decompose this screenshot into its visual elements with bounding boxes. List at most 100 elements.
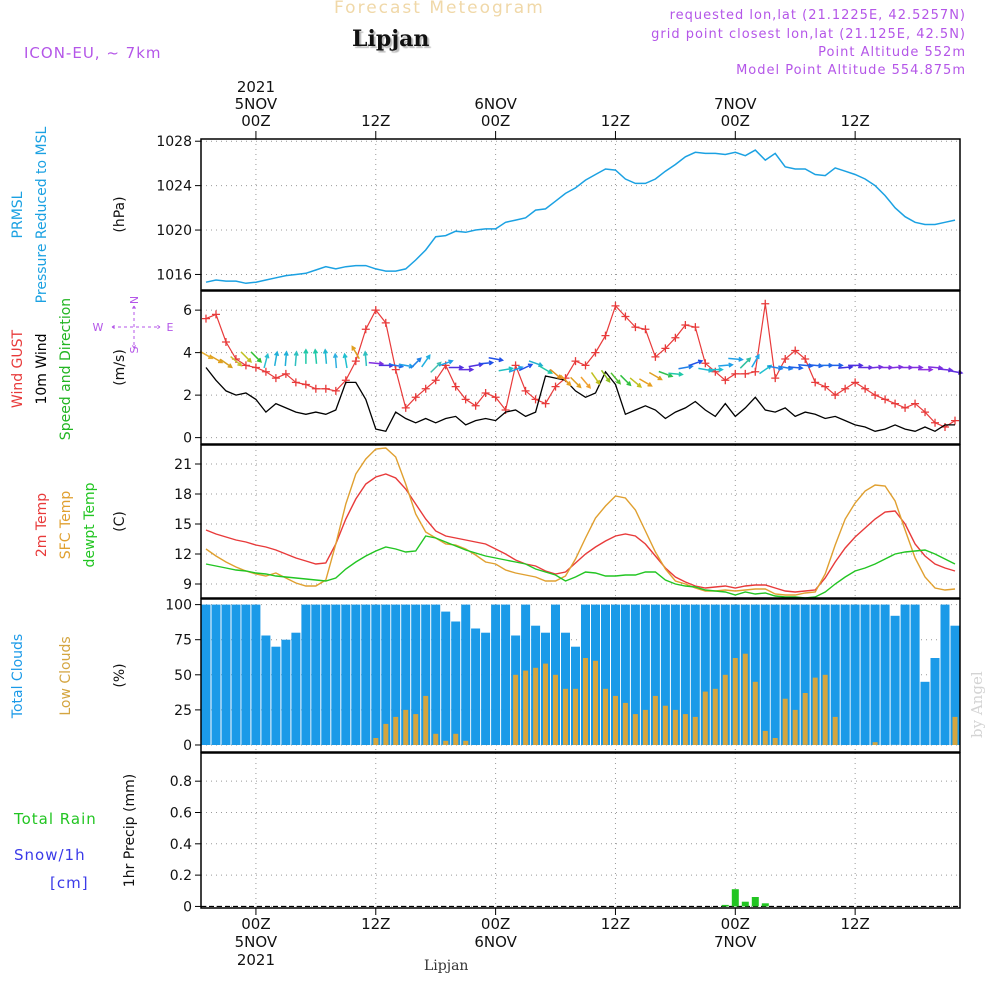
wind-direction-arrow bbox=[518, 363, 534, 372]
gust-marker bbox=[421, 384, 430, 393]
wind-direction-arrow bbox=[438, 359, 454, 367]
y-tick-label: 1024 bbox=[156, 179, 192, 195]
y-tick-label: 0.4 bbox=[170, 837, 192, 853]
gust-marker bbox=[261, 367, 270, 376]
total-cloud-bar bbox=[441, 611, 451, 745]
total-cloud-bar bbox=[670, 604, 680, 745]
wind-speed-line bbox=[205, 367, 955, 433]
bottom-axis-label: 12Z bbox=[361, 915, 390, 933]
wind-direction-arrow bbox=[610, 372, 622, 385]
gust-line bbox=[205, 303, 956, 428]
wind-direction-arrow bbox=[658, 370, 674, 378]
wind-direction-arrow bbox=[303, 348, 309, 364]
rain-bar bbox=[721, 904, 729, 907]
top-axis-label: 12Z bbox=[361, 112, 390, 130]
total-cloud-bar bbox=[770, 604, 780, 745]
watermark: by Angel bbox=[968, 671, 986, 738]
panel-2-frame bbox=[200, 290, 961, 445]
wind-direction-arrow bbox=[560, 374, 572, 387]
total-cloud-bar bbox=[481, 632, 491, 745]
total-cloud-bar bbox=[461, 604, 471, 745]
panel2-label-gust: Wind GUST bbox=[10, 329, 26, 408]
panel5-label-rain: Total Rain bbox=[13, 810, 97, 828]
total-cloud-bar bbox=[910, 604, 920, 745]
wind-direction-arrow bbox=[648, 371, 663, 381]
gust-marker bbox=[651, 352, 660, 361]
panel5-label-snow: Snow/1h bbox=[14, 846, 86, 864]
total-cloud-bar bbox=[231, 604, 241, 745]
bottom-axis-label: 6NOV bbox=[474, 933, 517, 951]
gust-marker bbox=[551, 382, 560, 391]
model-label: ICON-EU, ~ 7km bbox=[24, 44, 162, 62]
total-cloud-bar bbox=[501, 604, 511, 745]
gust-marker bbox=[241, 361, 250, 370]
low-cloud-bar bbox=[772, 738, 778, 745]
y-axis-label: (%) bbox=[112, 663, 128, 687]
gust-marker bbox=[821, 382, 830, 391]
gust-marker bbox=[641, 325, 650, 334]
y-tick-label: 6 bbox=[183, 303, 192, 319]
y-axis-label: (C) bbox=[112, 511, 128, 532]
wind-direction-arrow bbox=[458, 367, 475, 373]
y-axis-label: 1hr Precip (mm) bbox=[122, 774, 138, 887]
wind-direction-arrow bbox=[728, 356, 744, 362]
gust-marker bbox=[781, 355, 790, 363]
gust-marker bbox=[691, 323, 700, 332]
gust-marker bbox=[741, 369, 750, 378]
wind-direction-arrow bbox=[668, 371, 684, 377]
total-cloud-bar bbox=[351, 604, 361, 745]
wind-direction-arrow bbox=[421, 354, 431, 368]
gust-marker bbox=[301, 380, 310, 389]
total-cloud-bar bbox=[870, 604, 880, 745]
wind-direction-arrow bbox=[708, 367, 724, 373]
low-cloud-bar bbox=[613, 695, 618, 745]
y-tick-label: 12 bbox=[174, 547, 192, 563]
wind-direction-arrow bbox=[240, 351, 252, 363]
total-cloud-bar bbox=[920, 681, 930, 745]
total-cloud-bar bbox=[650, 604, 660, 745]
low-cloud-bar bbox=[593, 660, 598, 745]
gust-marker bbox=[351, 357, 360, 366]
y-tick-label: 1016 bbox=[156, 267, 192, 283]
gust-marker bbox=[521, 386, 530, 395]
y-tick-label: 0.8 bbox=[170, 774, 192, 790]
total-cloud-bar bbox=[451, 621, 461, 745]
gust-marker bbox=[671, 333, 680, 342]
panel-3-frame bbox=[200, 444, 961, 599]
compass-north: N bbox=[128, 296, 141, 304]
panel-3: 9 12 15 18 21 (C) bbox=[112, 445, 960, 598]
gust-marker bbox=[921, 408, 930, 417]
gust-marker bbox=[541, 399, 550, 408]
low-cloud-bar bbox=[453, 733, 459, 745]
temp-dewpoint-line bbox=[205, 535, 956, 599]
model-point-altitude: Model Point Altitude 554.875m bbox=[736, 63, 966, 78]
total-cloud-bar bbox=[261, 635, 271, 745]
y-tick-label: 15 bbox=[174, 517, 192, 533]
low-cloud-bar bbox=[573, 688, 578, 745]
total-cloud-bar bbox=[760, 604, 770, 745]
gust-marker bbox=[401, 403, 410, 412]
total-cloud-bar bbox=[301, 604, 311, 745]
gust-marker bbox=[391, 365, 400, 374]
total-cloud-bar bbox=[940, 604, 950, 745]
total-cloud-bar bbox=[850, 604, 860, 745]
wind-direction-arrow bbox=[549, 368, 563, 380]
temp-2m-line bbox=[205, 473, 956, 593]
wind-direction-arrow bbox=[639, 378, 653, 387]
point-altitude: Point Altitude 552m bbox=[818, 45, 966, 60]
total-cloud-bar bbox=[830, 604, 840, 745]
total-cloud-bar bbox=[421, 604, 431, 745]
wind-direction-arrow bbox=[322, 348, 329, 364]
wind-direction-arrow bbox=[688, 359, 704, 367]
gust-marker bbox=[311, 384, 320, 393]
total-cloud-bar bbox=[281, 639, 291, 745]
gust-marker bbox=[431, 376, 440, 385]
total-cloud-bar bbox=[680, 604, 690, 745]
panel1-label-prmsl: PRMSL bbox=[10, 191, 26, 238]
wind-direction-arrow bbox=[908, 364, 924, 371]
low-cloud-bar bbox=[642, 709, 648, 745]
low-cloud-bar bbox=[672, 709, 678, 745]
panel3-label-2m: 2m Temp bbox=[34, 493, 50, 557]
low-cloud-bar bbox=[622, 702, 628, 745]
gust-marker bbox=[611, 301, 620, 310]
